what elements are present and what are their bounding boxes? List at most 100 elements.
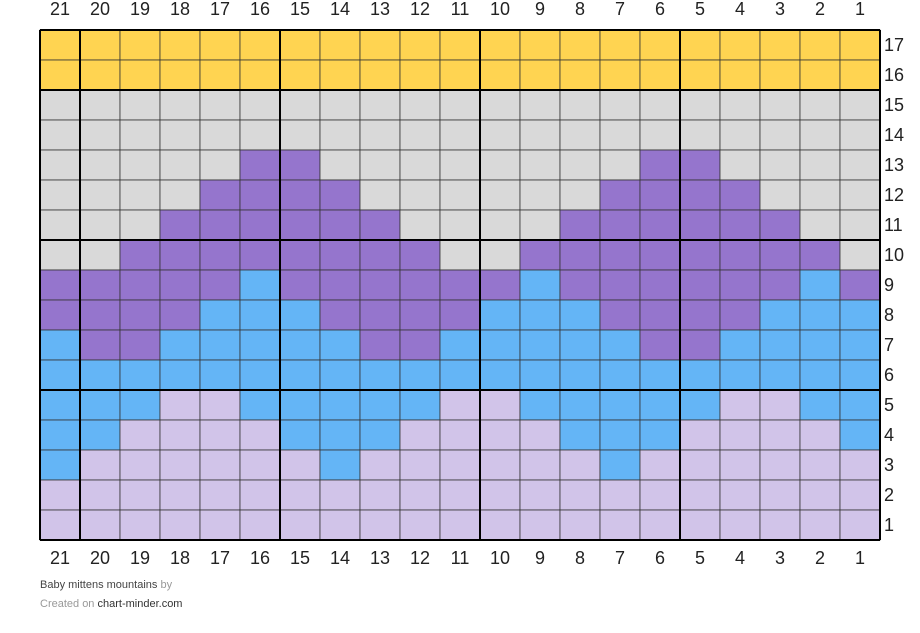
stitch xyxy=(839,209,881,241)
stitch xyxy=(799,449,841,481)
stitch xyxy=(679,149,721,181)
stitch xyxy=(639,149,681,181)
stitch xyxy=(39,239,81,271)
stitch xyxy=(439,449,481,481)
stitch xyxy=(319,389,361,421)
stitch xyxy=(199,89,241,121)
stitch xyxy=(639,269,681,301)
stitch xyxy=(159,269,201,301)
stitch xyxy=(279,479,321,511)
stitch xyxy=(799,269,841,301)
row-label: 5 xyxy=(884,395,894,415)
stitch xyxy=(679,179,721,211)
column-label: 18 xyxy=(170,0,190,19)
stitch xyxy=(599,239,641,271)
stitch xyxy=(159,179,201,211)
stitch xyxy=(679,479,721,511)
stitch xyxy=(799,359,841,391)
stitch xyxy=(839,59,881,91)
stitch xyxy=(199,509,241,541)
stitch xyxy=(239,359,281,391)
stitch xyxy=(479,149,521,181)
stitch xyxy=(639,299,681,331)
stitch xyxy=(799,29,841,61)
stitch xyxy=(119,59,161,91)
stitch xyxy=(839,269,881,301)
stitch xyxy=(679,329,721,361)
column-label: 14 xyxy=(330,548,350,568)
stitch xyxy=(159,149,201,181)
stitch xyxy=(719,389,761,421)
stitch xyxy=(319,209,361,241)
stitch xyxy=(759,179,801,211)
stitch xyxy=(39,449,81,481)
row-label: 10 xyxy=(884,245,904,265)
stitch xyxy=(359,179,401,211)
stitch xyxy=(759,329,801,361)
stitch xyxy=(79,179,121,211)
stitch xyxy=(839,359,881,391)
column-label: 21 xyxy=(50,548,70,568)
stitch xyxy=(519,59,561,91)
stitch xyxy=(799,509,841,541)
stitch xyxy=(479,179,521,211)
stitch xyxy=(519,329,561,361)
stitch xyxy=(759,299,801,331)
stitch xyxy=(439,269,481,301)
stitch xyxy=(439,509,481,541)
stitch xyxy=(399,389,441,421)
stitch xyxy=(399,239,441,271)
stitch xyxy=(719,59,761,91)
row-label: 14 xyxy=(884,125,904,145)
stitch xyxy=(479,269,521,301)
stitch xyxy=(599,89,641,121)
row-label: 3 xyxy=(884,455,894,475)
column-label: 14 xyxy=(330,0,350,19)
stitch xyxy=(519,509,561,541)
stitch xyxy=(559,59,601,91)
stitch xyxy=(159,59,201,91)
stitch xyxy=(599,119,641,151)
column-label: 5 xyxy=(695,0,705,19)
stitch xyxy=(759,209,801,241)
stitch xyxy=(79,419,121,451)
column-label: 16 xyxy=(250,548,270,568)
stitch xyxy=(719,239,761,271)
stitch xyxy=(719,479,761,511)
stitch xyxy=(559,359,601,391)
stitch xyxy=(319,449,361,481)
stitch xyxy=(319,59,361,91)
stitch xyxy=(239,89,281,121)
stitch xyxy=(759,119,801,151)
stitch xyxy=(799,239,841,271)
stitch xyxy=(519,269,561,301)
stitch xyxy=(799,89,841,121)
stitch xyxy=(199,269,241,301)
site-link[interactable]: chart-minder.com xyxy=(97,598,183,610)
stitch xyxy=(119,269,161,301)
stitch xyxy=(79,29,121,61)
stitch xyxy=(279,389,321,421)
stitch xyxy=(279,59,321,91)
stitch xyxy=(599,269,641,301)
stitch xyxy=(559,179,601,211)
stitch xyxy=(759,419,801,451)
stitch xyxy=(439,359,481,391)
column-label: 2 xyxy=(815,0,825,19)
stitch xyxy=(839,509,881,541)
stitch xyxy=(199,389,241,421)
stitch xyxy=(199,209,241,241)
stitch xyxy=(359,149,401,181)
row-label: 6 xyxy=(884,365,894,385)
stitch xyxy=(359,299,401,331)
stitch xyxy=(399,269,441,301)
stitch xyxy=(719,89,761,121)
stitch xyxy=(839,329,881,361)
stitch xyxy=(319,479,361,511)
stitch xyxy=(79,329,121,361)
stitch xyxy=(79,209,121,241)
column-label: 10 xyxy=(490,548,510,568)
stitch xyxy=(559,509,601,541)
stitch xyxy=(119,179,161,211)
column-label: 7 xyxy=(615,548,625,568)
